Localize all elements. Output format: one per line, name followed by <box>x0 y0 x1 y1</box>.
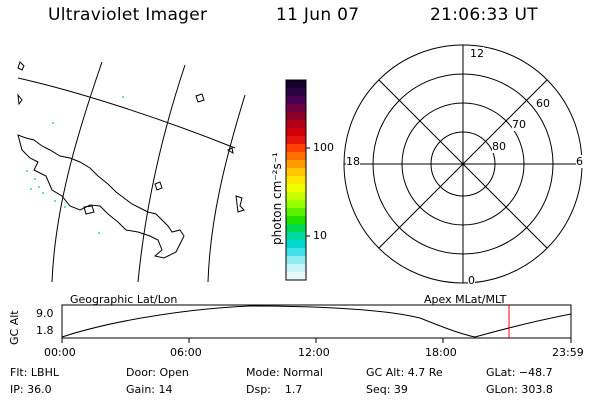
coastline-south-america <box>17 134 185 259</box>
altitude-curve <box>61 305 572 338</box>
status-dsp: Dsp: 1.7 <box>246 383 303 396</box>
mlat-label-80: 80 <box>492 140 506 153</box>
status-filter: Flt: LBHL <box>10 366 59 379</box>
colorbar-stripe <box>286 88 306 97</box>
colorbar-units-label: photon cm⁻²s⁻¹ <box>270 152 284 245</box>
polar-diagonal-1 <box>378 79 548 249</box>
altitude-axis-label: GC Alt <box>8 310 21 345</box>
colorbar-stripe <box>286 128 306 137</box>
colorbar-tick-label-10: 10 <box>313 229 327 242</box>
colorbar-stripe <box>286 184 306 193</box>
apex-label: Apex MLat/MLT <box>424 293 507 306</box>
status-seq: Seq: 39 <box>366 383 408 396</box>
colorbar-stripe <box>286 152 306 161</box>
altitude-y-min: 1.8 <box>36 324 54 337</box>
polar-ring-50 <box>343 44 583 284</box>
polar-diagonal-2 <box>378 79 548 249</box>
altitude-y-max: 9.0 <box>36 307 54 320</box>
mlt-label-12: 12 <box>470 47 484 60</box>
colorbar-stripe <box>286 232 306 241</box>
colorbar-stripe <box>286 168 306 177</box>
status-gain: Gain: 14 <box>126 383 173 396</box>
colorbar-stripe <box>286 192 306 201</box>
status-mode: Mode: Normal <box>246 366 323 379</box>
status-door: Door: Open <box>126 366 189 379</box>
mlat-label-60: 60 <box>536 97 550 110</box>
mlt-label-18: 18 <box>346 155 360 168</box>
island-5 <box>226 147 234 155</box>
colorbar-stripe <box>286 144 306 153</box>
x-tick-label-2359: 23:59 <box>552 346 584 359</box>
island-7 <box>17 93 23 106</box>
island-3 <box>195 93 205 103</box>
mlat-label-70: 70 <box>512 118 526 131</box>
island-6 <box>17 61 25 71</box>
status-glat: GLat: −48.7 <box>486 366 553 379</box>
colorbar-stripe <box>286 264 306 273</box>
colorbar-tick-label-100: 100 <box>313 141 334 154</box>
colorbar-stripe <box>286 240 306 249</box>
x-tick-label-1800: 18:00 <box>425 346 457 359</box>
time-label: 21:06:33 UT <box>430 5 538 25</box>
x-tick-label-0600: 06:00 <box>170 346 202 359</box>
colorbar-stripe <box>286 96 306 105</box>
colorbar-stripe <box>286 112 306 121</box>
altitude-plot-frame <box>61 304 572 339</box>
colorbar-gradient <box>286 80 306 281</box>
map-grid-longitude-3 <box>207 94 246 283</box>
colorbar-stripe <box>286 216 306 225</box>
mlt-label-0: 0 <box>468 274 475 287</box>
island-2 <box>83 205 95 215</box>
colorbar-stripe <box>286 248 306 257</box>
island-4 <box>235 195 245 213</box>
date-label: 11 Jun 07 <box>276 5 360 25</box>
uv-speckles <box>26 96 124 234</box>
colorbar-stripe <box>286 224 306 233</box>
colorbar-stripe <box>286 208 306 217</box>
geographic-label: Geographic Lat/Lon <box>70 293 178 306</box>
map-grid-longitude-1 <box>51 61 103 283</box>
instrument-title: Ultraviolet Imager <box>48 5 208 25</box>
colorbar-stripe <box>286 272 306 281</box>
colorbar-frame <box>285 79 307 281</box>
colorbar-stripe <box>286 120 306 129</box>
status-ip: IP: 36.0 <box>10 383 52 396</box>
colorbar-stripe <box>286 256 306 265</box>
colorbar-stripe <box>286 104 306 113</box>
x-tick-label-0000: 00:00 <box>44 346 76 359</box>
map-grid-longitude-2 <box>137 64 186 283</box>
colorbar-stripe <box>286 160 306 169</box>
status-glon: GLon: 303.8 <box>486 383 553 396</box>
colorbar-stripe <box>286 176 306 185</box>
status-gcalt: GC Alt: 4.7 Re <box>366 366 443 379</box>
polar-ring-60 <box>372 73 554 255</box>
mlt-label-6: 6 <box>576 155 583 168</box>
map-grid-latitude <box>17 77 236 149</box>
polar-ring-80 <box>430 131 496 197</box>
colorbar-stripe <box>286 200 306 209</box>
x-tick-label-1200: 12:00 <box>298 346 330 359</box>
island-1 <box>154 181 163 191</box>
colorbar-stripe <box>286 136 306 145</box>
polar-ring-70 <box>401 102 525 226</box>
colorbar-stripe <box>286 80 306 89</box>
